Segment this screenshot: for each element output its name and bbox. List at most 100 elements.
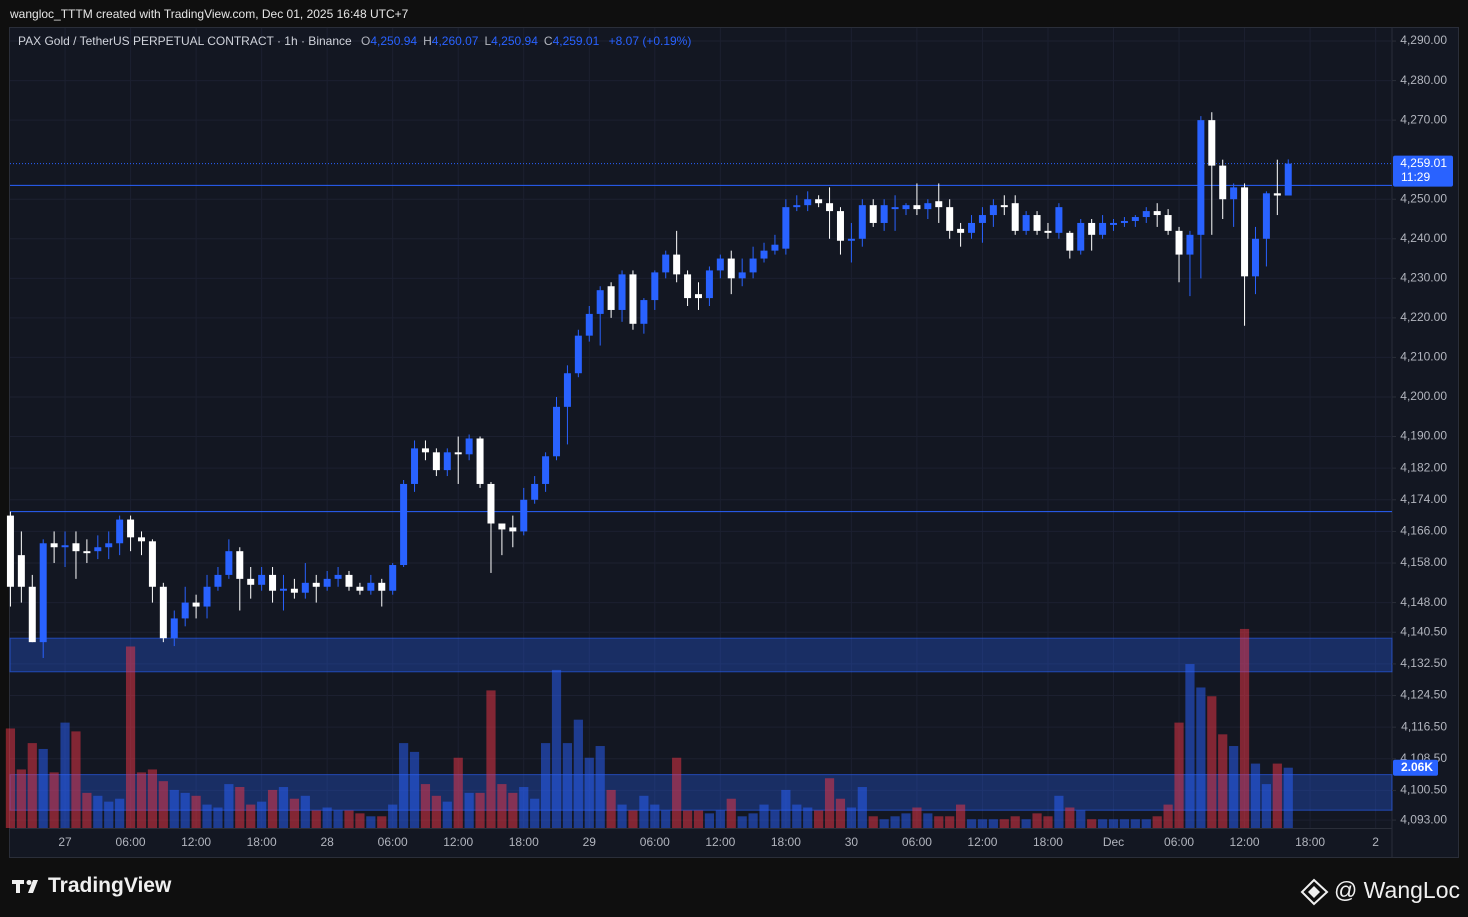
volume-bar bbox=[333, 810, 343, 828]
y-tick-label: 4,210.00 bbox=[1400, 350, 1447, 364]
axes: 4,290.00 4,280.00 4,270.00 4,250.00 4,240.00… bbox=[58, 33, 1453, 849]
candle-body bbox=[1208, 120, 1216, 166]
candle-body bbox=[290, 588, 298, 593]
candle-body bbox=[258, 574, 266, 585]
volume-label-box bbox=[1393, 759, 1438, 776]
y-tick-label: 4,100.50 bbox=[1400, 783, 1447, 797]
candle-body bbox=[323, 578, 331, 587]
candle-body bbox=[574, 335, 582, 374]
candle-body bbox=[498, 523, 506, 530]
last-price-label: 4,259.01 bbox=[1400, 156, 1447, 170]
candle-body bbox=[684, 274, 692, 299]
y-tick-label: 4,240.00 bbox=[1400, 231, 1447, 245]
volume-bar bbox=[1152, 816, 1162, 828]
candle-body bbox=[836, 211, 844, 241]
candle-body bbox=[793, 205, 801, 208]
volume-bar bbox=[431, 795, 441, 828]
candle-body bbox=[345, 574, 353, 587]
volume-bar bbox=[912, 807, 922, 828]
volume-bar bbox=[115, 798, 125, 828]
candle-body bbox=[509, 527, 517, 532]
x-tick-label: 30 bbox=[845, 835, 859, 849]
volume-bar bbox=[573, 719, 583, 828]
candle-body bbox=[454, 452, 462, 455]
volume-bar bbox=[562, 743, 573, 828]
last-price-box bbox=[1393, 155, 1453, 187]
volume-bar bbox=[530, 798, 540, 828]
ohlc-value: 4,259.01 bbox=[552, 34, 600, 48]
candle-body bbox=[476, 438, 484, 484]
candle-body bbox=[400, 483, 408, 566]
x-tick-label: Dec bbox=[1103, 835, 1124, 849]
volume-bar bbox=[1163, 804, 1173, 828]
candle-body bbox=[585, 313, 593, 336]
candle-body bbox=[39, 543, 47, 643]
y-tick-label: 4,148.00 bbox=[1400, 595, 1447, 609]
candle-body bbox=[105, 543, 113, 548]
volume-bar bbox=[420, 784, 431, 828]
grid bbox=[10, 28, 1392, 828]
ohlc-value: 4,260.07 bbox=[431, 34, 479, 48]
volume-bar bbox=[824, 778, 835, 828]
candle-body bbox=[913, 205, 921, 210]
y-tick-label: 4,250.00 bbox=[1400, 191, 1447, 205]
ohlc-value: 4,250.94 bbox=[491, 34, 538, 48]
candle-body bbox=[50, 543, 58, 548]
volume-bar bbox=[814, 810, 824, 828]
volume-bar bbox=[923, 813, 933, 828]
volume-bar bbox=[497, 784, 507, 828]
volume-bar bbox=[1108, 819, 1119, 828]
volume-bar bbox=[1130, 819, 1140, 828]
volume-bar bbox=[1207, 696, 1217, 828]
volume-bar bbox=[1272, 763, 1282, 828]
candle-body bbox=[170, 618, 178, 639]
candle-body bbox=[771, 244, 779, 251]
candle-body bbox=[542, 456, 550, 484]
x-tick-label: 06:00 bbox=[1164, 835, 1194, 849]
volume-bar bbox=[5, 728, 16, 828]
x-tick-label: 06:00 bbox=[116, 835, 146, 849]
ohlc-key: C bbox=[543, 34, 553, 48]
volume-bar bbox=[737, 816, 747, 828]
candle-body bbox=[411, 448, 419, 484]
volume-bar bbox=[1229, 746, 1239, 828]
tradingview-logo bbox=[12, 878, 1329, 906]
candle-body bbox=[924, 203, 932, 210]
volume-bar bbox=[726, 798, 736, 828]
volume-bar bbox=[857, 787, 867, 828]
candle-body bbox=[858, 205, 866, 239]
x-tick-label: 29 bbox=[583, 835, 597, 849]
candle-body bbox=[782, 207, 790, 249]
candle-body bbox=[432, 452, 440, 471]
volume-bar bbox=[1010, 816, 1020, 828]
y-tick-label: 4,190.00 bbox=[1400, 429, 1447, 443]
candle-body bbox=[1110, 222, 1118, 225]
volume-bar bbox=[289, 798, 299, 828]
volume-bar bbox=[147, 769, 158, 828]
volume-bar bbox=[956, 804, 966, 828]
volume-bar bbox=[235, 787, 245, 828]
candle-body bbox=[465, 438, 473, 455]
volume-bar bbox=[1097, 819, 1108, 828]
candle-body bbox=[640, 300, 648, 324]
symbol-title: PAX Gold / TetherUS PERPETUAL CONTRACT ·… bbox=[18, 34, 352, 48]
ohlc-key: H bbox=[423, 34, 432, 48]
candle-body bbox=[1088, 222, 1096, 235]
volume-bar bbox=[246, 804, 256, 828]
x-tick-label: 12:00 bbox=[1230, 835, 1260, 849]
candle-body bbox=[94, 547, 102, 552]
x-tick-label: 18:00 bbox=[509, 835, 539, 849]
volume-bar bbox=[781, 789, 791, 828]
volume-bar bbox=[278, 787, 289, 828]
volume-bar bbox=[628, 810, 638, 828]
candle-body bbox=[312, 582, 320, 587]
candle-body bbox=[891, 207, 899, 210]
volume-bar bbox=[1021, 819, 1031, 828]
volume-bar bbox=[1141, 819, 1151, 828]
volume-bar bbox=[442, 801, 452, 828]
volume-bar bbox=[27, 743, 37, 828]
x-tick-label: 18:00 bbox=[247, 835, 277, 849]
volume-bar bbox=[180, 792, 190, 828]
header: wangloc_TTTM created with TradingView.co… bbox=[10, 7, 409, 21]
volume-bar bbox=[540, 743, 551, 828]
